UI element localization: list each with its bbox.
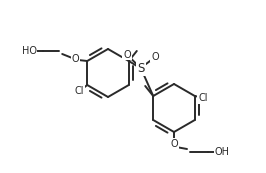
Text: OH: OH <box>214 147 230 157</box>
Text: O: O <box>170 139 178 149</box>
Text: Cl: Cl <box>198 93 207 103</box>
Text: HO: HO <box>22 46 37 56</box>
Text: O: O <box>123 49 131 60</box>
Text: O: O <box>151 52 159 61</box>
Text: O: O <box>71 54 79 64</box>
Text: Cl: Cl <box>74 86 84 96</box>
Text: S: S <box>137 62 145 75</box>
